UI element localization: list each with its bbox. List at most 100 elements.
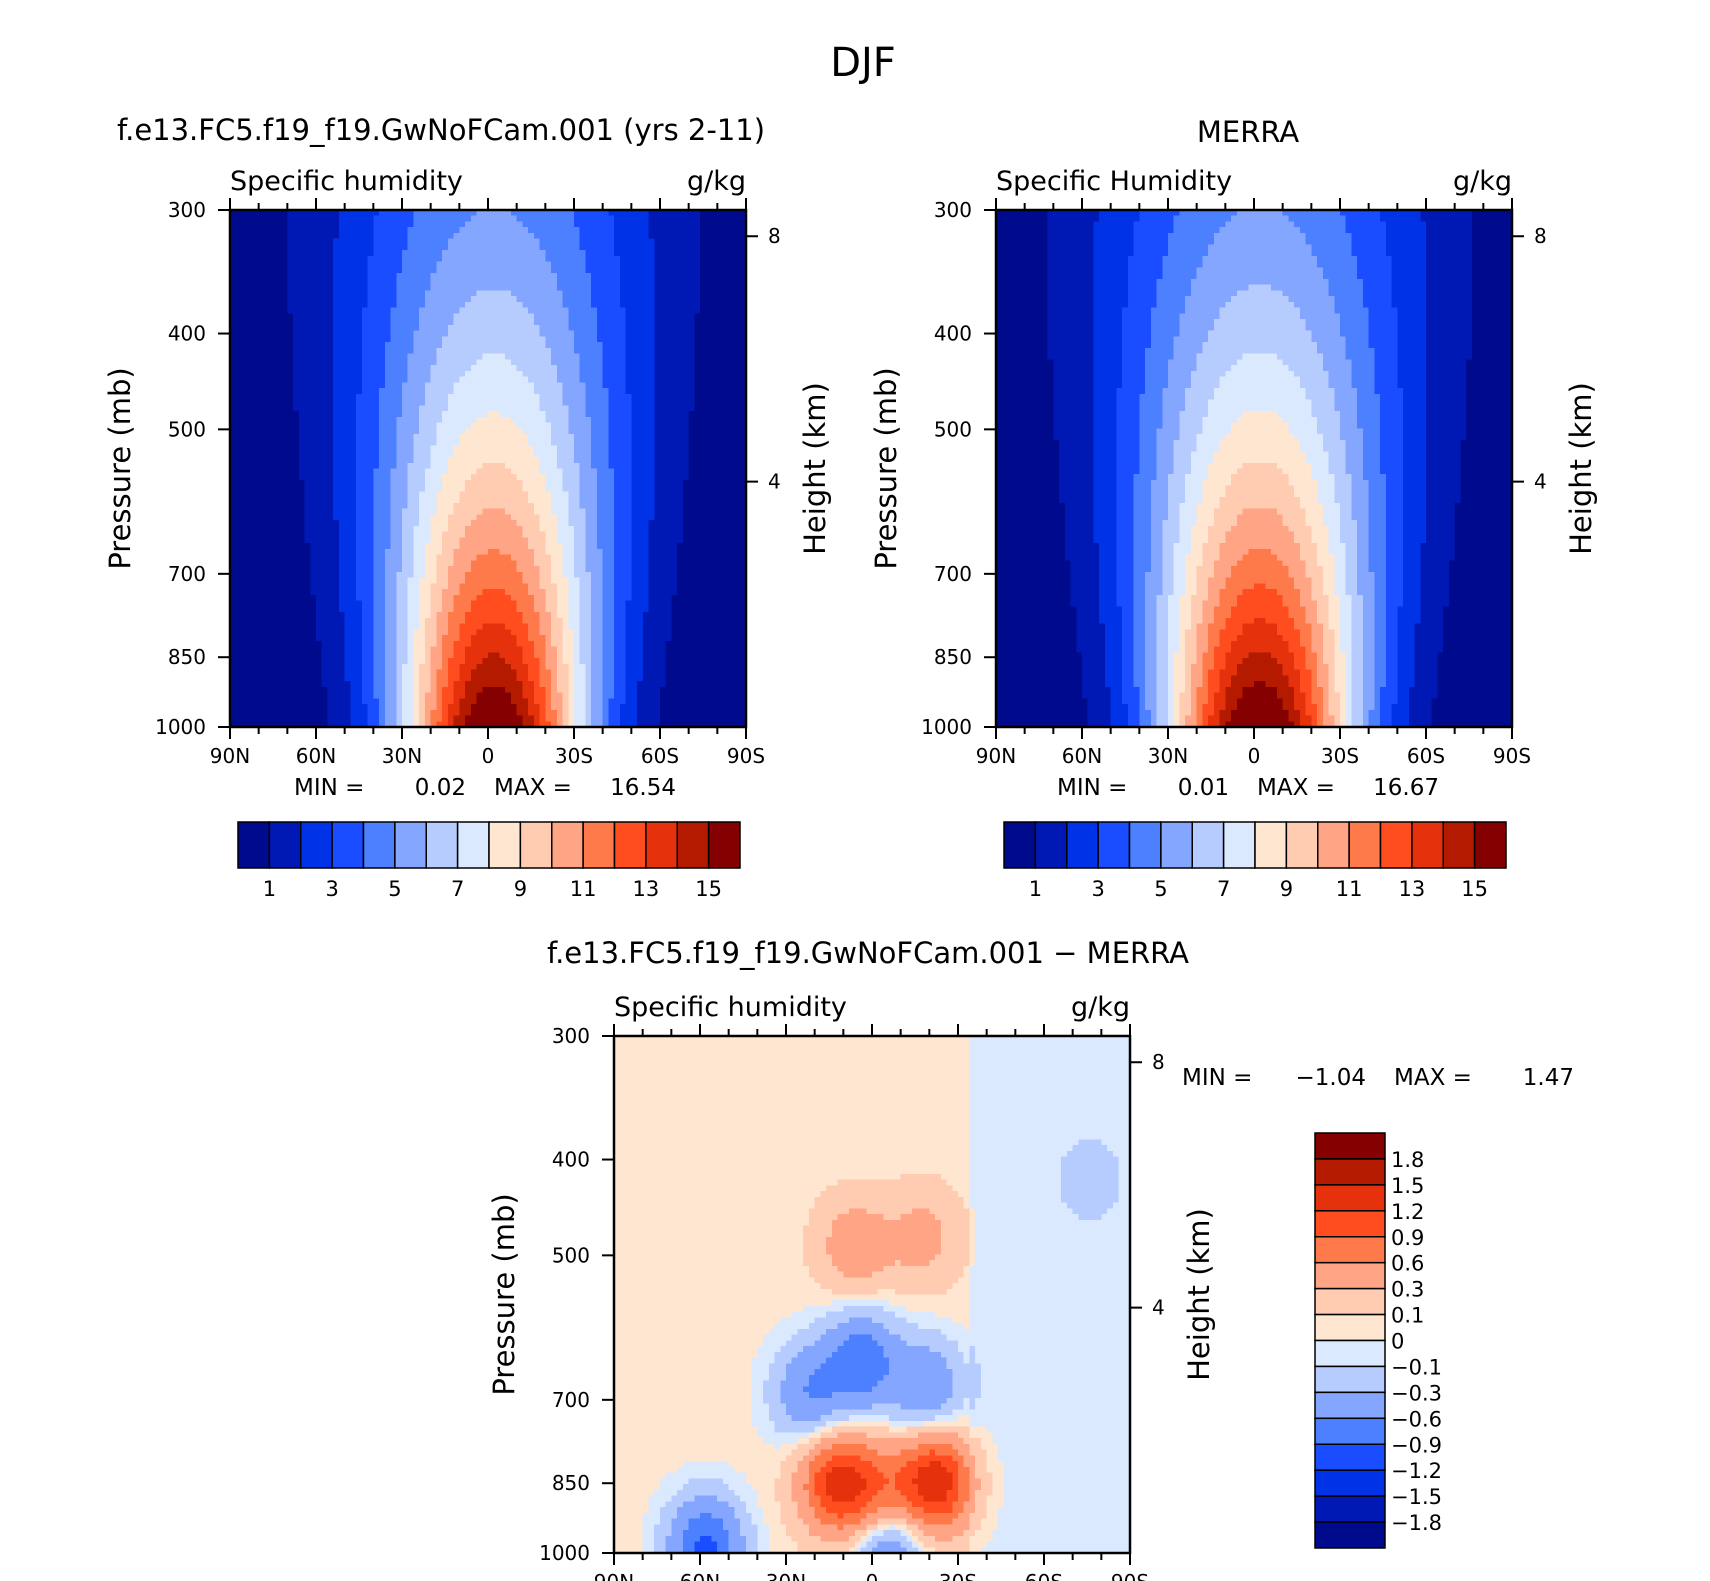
contour-cell [471,262,477,268]
contour-cell [660,308,666,314]
contour-cell [511,382,517,388]
contour-cell [717,227,723,233]
contour-cell [620,279,626,285]
contour-cell [654,417,660,423]
contour-cell [419,354,425,360]
contour-cell [356,428,362,434]
contour-cell [522,480,528,486]
contour-cell [293,325,299,331]
contour-cell [316,336,322,342]
contour-cell [499,474,505,480]
contour-cell [580,382,586,388]
contour-cell [442,382,448,388]
contour-cell [413,491,419,497]
contour-cell [723,480,729,486]
contour-cell [459,411,465,417]
contour-cell [654,319,660,325]
contour-cell [471,371,477,377]
contour-cell [385,233,391,239]
contour-cell [362,342,368,348]
contour-cell [494,509,500,515]
contour-cell [660,313,666,319]
contour-cell [276,394,282,400]
contour-cell [557,267,563,273]
contour-cell [276,325,282,331]
contour-cell [241,428,247,434]
contour-cell [264,497,270,503]
contour-cell [270,308,276,314]
contour-cell [425,520,431,526]
contour-cell [385,348,391,354]
contour-cell [545,262,551,268]
contour-cell [316,463,322,469]
contour-cell [259,290,265,296]
contour-cell [448,417,454,423]
contour-cell [729,434,735,440]
contour-cell [723,239,729,245]
contour-cell [316,279,322,285]
contour-cell [729,216,735,222]
contour-cell [597,434,603,440]
contour-cell [563,331,569,337]
contour-cell [241,325,247,331]
contour-cell [649,221,655,227]
contour-cell [534,411,540,417]
contour-cell [247,463,253,469]
contour-cell [488,457,494,463]
contour-cell [694,336,700,342]
contour-cell [253,365,259,371]
contour-cell [459,382,465,388]
contour-cell [396,509,402,515]
contour-cell [327,371,333,377]
contour-cell [551,285,557,291]
contour-cell [626,503,632,509]
contour-cell [626,250,632,256]
contour-cell [259,336,265,342]
contour-cell [247,308,253,314]
contour-cell [327,382,333,388]
contour-cell [379,244,385,250]
contour-cell [391,354,397,360]
contour-cell [631,359,637,365]
contour-cell [499,296,505,302]
contour-cell [712,509,718,515]
contour-cell [660,290,666,296]
contour-cell [385,354,391,360]
contour-cell [528,463,534,469]
contour-cell [677,216,683,222]
contour-cell [660,486,666,492]
contour-cell [563,503,569,509]
contour-cell [442,336,448,342]
contour-cell [459,273,465,279]
contour-cell [356,273,362,279]
contour-cell [339,256,345,262]
contour-cell [293,302,299,308]
contour-cell [310,497,316,503]
contour-cell [327,474,333,480]
contour-cell [333,417,339,423]
contour-cell [683,267,689,273]
contour-cell [631,262,637,268]
contour-cell [350,371,356,377]
contour-cell [563,388,569,394]
contour-cell [379,290,385,296]
contour-cell [350,503,356,509]
contour-cell [408,417,414,423]
contour-cell [540,331,546,337]
contour-cell [654,394,660,400]
contour-cell [442,359,448,365]
contour-cell [379,233,385,239]
contour-cell [620,290,626,296]
contour-cell [425,336,431,342]
contour-cell [259,227,265,233]
contour-cell [660,279,666,285]
contour-cell [563,434,569,440]
contour-cell [448,514,454,520]
contour-cell [448,480,454,486]
contour-cell [563,394,569,400]
contour-cell [706,509,712,515]
contour-cell [350,520,356,526]
contour-cell [591,411,597,417]
contour-cell [694,342,700,348]
contour-cell [723,405,729,411]
